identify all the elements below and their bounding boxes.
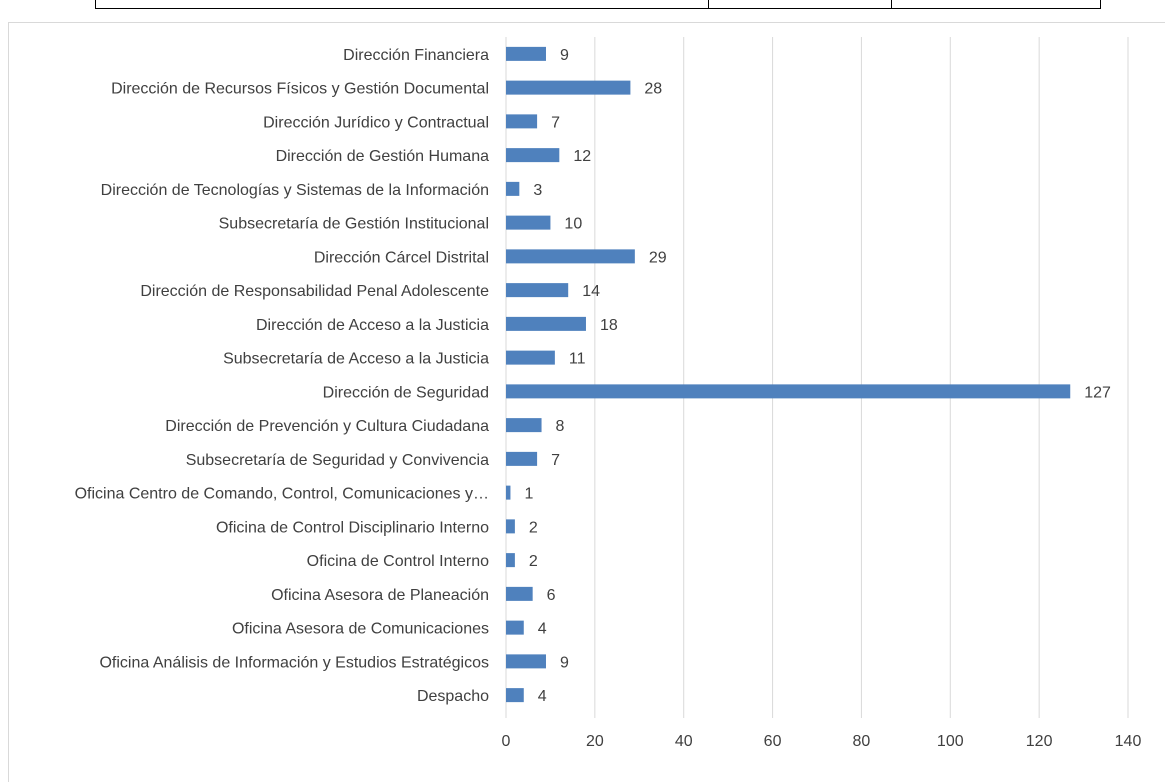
category-label: Subsecretaría de Gestión Institucional	[219, 216, 489, 233]
bar	[506, 181, 520, 196]
x-tick-label: 20	[586, 733, 604, 750]
bar	[506, 519, 515, 534]
bar	[506, 249, 635, 264]
category-label: Dirección de Recursos Físicos y Gestión …	[111, 81, 489, 98]
data-label: 2	[529, 519, 538, 536]
bar	[506, 80, 631, 95]
category-label: Dirección de Acceso a la Justicia	[256, 317, 489, 334]
x-axis-tick-labels: 0 20 40 60 80 100 120 140	[502, 733, 1142, 750]
bar-chart: Dirección Financiera Dirección de Recurso…	[75, 37, 1142, 750]
bar	[506, 215, 551, 230]
data-label: 4	[538, 688, 547, 705]
bar	[506, 586, 533, 601]
bar	[506, 418, 542, 433]
category-label: Dirección de Prevención y Cultura Ciudad…	[165, 418, 489, 435]
data-label: 7	[551, 452, 560, 469]
data-label: 11	[569, 351, 586, 368]
bar	[506, 350, 555, 365]
category-label: Dirección Jurídico y Contractual	[263, 114, 489, 131]
category-label: Oficina de Control Interno	[307, 553, 489, 570]
category-label: Oficina Centro de Comando, Control, Comu…	[75, 486, 489, 503]
data-label: 9	[560, 654, 569, 671]
category-label: Oficina Asesora de Comunicaciones	[232, 621, 489, 638]
table-column-divider	[891, 0, 892, 9]
data-label: 10	[564, 216, 582, 233]
x-tick-label: 120	[1026, 733, 1053, 750]
data-label: 2	[529, 553, 538, 570]
data-label: 8	[556, 418, 565, 435]
data-label: 9	[560, 47, 569, 64]
bar	[506, 654, 546, 669]
data-label: 28	[644, 81, 662, 98]
category-label: Dirección de Tecnologías y Sistemas de l…	[101, 182, 489, 199]
x-tick-label: 140	[1115, 733, 1142, 750]
data-label: 14	[582, 283, 600, 300]
data-label: 3	[533, 182, 542, 199]
x-tick-label: 60	[764, 733, 782, 750]
table-border-strip	[95, 0, 1101, 9]
bars	[506, 46, 1071, 703]
category-label: Dirección Financiera	[343, 47, 489, 64]
x-tick-label: 40	[675, 733, 693, 750]
gridlines	[505, 37, 1129, 718]
data-label: 1	[524, 486, 533, 503]
data-label: 18	[600, 317, 618, 334]
category-label: Dirección de Gestión Humana	[276, 148, 490, 165]
data-label: 7	[551, 114, 560, 131]
category-labels: Dirección Financiera Dirección de Recurso…	[75, 47, 490, 705]
category-label: Oficina de Control Disciplinario Interno	[216, 519, 489, 536]
bar	[506, 688, 524, 703]
category-label: Despacho	[417, 688, 489, 705]
table-column-divider	[708, 0, 709, 9]
bar	[506, 553, 515, 568]
data-label: 29	[649, 249, 667, 266]
category-label: Dirección Cárcel Distrital	[314, 249, 489, 266]
data-label: 6	[547, 587, 556, 604]
x-tick-label: 80	[853, 733, 871, 750]
category-label: Dirección de Responsabilidad Penal Adole…	[140, 283, 489, 300]
chart-frame	[8, 22, 1165, 782]
category-label: Oficina Análisis de Información y Estudi…	[99, 654, 489, 671]
bar	[506, 316, 586, 331]
data-label: 4	[538, 621, 547, 638]
category-label: Oficina Asesora de Planeación	[271, 587, 489, 604]
data-label: 12	[573, 148, 591, 165]
bar	[506, 485, 511, 500]
category-label: Subsecretaría de Seguridad y Convivencia	[186, 452, 489, 469]
data-label: 127	[1084, 384, 1111, 401]
bar	[506, 451, 538, 466]
bar	[506, 114, 538, 129]
x-tick-label: 0	[502, 733, 511, 750]
bar	[506, 620, 524, 635]
bar	[506, 148, 560, 163]
x-tick-label: 100	[937, 733, 964, 750]
bar	[506, 384, 1071, 399]
category-label: Subsecretaría de Acceso a la Justicia	[223, 351, 489, 368]
category-label: Dirección de Seguridad	[323, 384, 489, 401]
bar	[506, 283, 569, 298]
bar	[506, 46, 546, 61]
